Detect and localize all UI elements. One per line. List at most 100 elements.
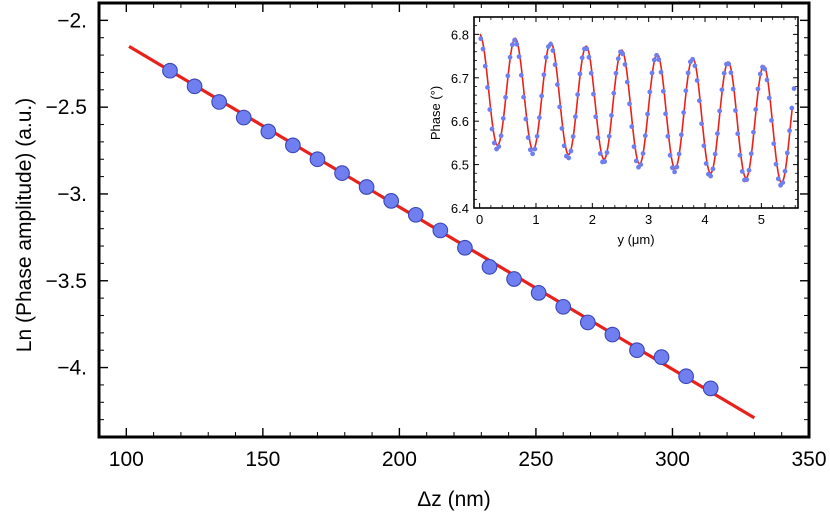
inset-data-point xyxy=(503,94,508,100)
inset-background xyxy=(472,15,800,209)
inset-data-point xyxy=(676,151,682,157)
inset-data-point xyxy=(530,151,536,157)
main-y-tick-label: −3. xyxy=(57,183,87,206)
inset-data-point xyxy=(703,161,709,166)
inset-data-point xyxy=(685,70,691,76)
main-data-point xyxy=(653,349,670,365)
inset-data-point xyxy=(548,41,554,47)
inset-data-point xyxy=(496,144,502,149)
inset-data-point xyxy=(726,61,732,67)
inset-data-point xyxy=(717,108,723,114)
inset-data-point xyxy=(681,110,687,115)
inset-data-point xyxy=(568,148,574,154)
inset-data-point xyxy=(658,69,664,75)
main-data-point xyxy=(481,259,498,275)
inset-data-point xyxy=(611,90,617,96)
inset-data-point xyxy=(482,63,488,69)
inset-data-point xyxy=(491,140,497,146)
inset-data-point xyxy=(591,91,596,97)
inset-data-point xyxy=(557,104,563,110)
inset-x-tick-label: 3 xyxy=(645,212,652,227)
inset-data-point xyxy=(775,176,781,182)
inset-data-point xyxy=(701,143,707,149)
inset-data-point xyxy=(769,117,774,123)
inset-data-point xyxy=(757,71,763,77)
main-data-point xyxy=(629,342,645,359)
inset-data-point xyxy=(536,115,542,121)
inset-data-point xyxy=(606,133,612,139)
inset-data-point xyxy=(573,114,578,120)
inset-data-point xyxy=(719,87,725,93)
main-data-point xyxy=(702,380,719,397)
inset-data-point xyxy=(674,164,680,170)
inset-data-point xyxy=(791,86,797,91)
inset-data-point xyxy=(523,116,529,122)
inset-data-point xyxy=(485,84,490,90)
main-data-point xyxy=(604,326,621,343)
inset-x-tick-label: 1 xyxy=(532,212,539,227)
inset-data-point xyxy=(663,111,668,117)
main-y-tick-label: −3.5 xyxy=(46,270,87,293)
inset-data-point xyxy=(683,88,689,94)
inset-data-point xyxy=(735,131,741,137)
inset-x-tick-label: 5 xyxy=(758,212,765,227)
inset-data-point xyxy=(566,155,572,161)
main-data-point xyxy=(285,137,301,154)
inset-series xyxy=(478,33,797,188)
inset-data-point xyxy=(766,95,772,101)
inset-data-point xyxy=(480,46,486,52)
inset-data-point xyxy=(782,168,788,174)
inset-y-tick-label: 6.8 xyxy=(451,27,469,42)
inset-data-point xyxy=(638,162,644,167)
inset-x-tick-label: 0 xyxy=(476,212,483,227)
main-data-point xyxy=(235,109,252,126)
inset-data-point xyxy=(559,126,565,131)
inset-data-point xyxy=(554,82,560,87)
main-data-point xyxy=(555,298,572,315)
inset-data-point xyxy=(751,129,756,135)
main-data-point xyxy=(407,206,424,223)
inset-data-point xyxy=(721,70,727,76)
inset-data-point xyxy=(570,134,576,139)
inset-y-tick-label: 6.5 xyxy=(451,158,469,173)
main-y-tick-label: −4. xyxy=(57,357,87,380)
main-x-tick-label: 300 xyxy=(655,448,690,471)
main-data-point xyxy=(506,271,522,287)
inset-x-tick-label: 4 xyxy=(701,212,708,227)
inset-data-point xyxy=(631,144,637,150)
main-series xyxy=(128,45,756,420)
main-data-point xyxy=(186,78,203,95)
inset-data-point xyxy=(487,107,493,112)
inset-data-point xyxy=(715,131,720,137)
inset-data-point xyxy=(521,94,526,100)
main-data-point xyxy=(162,62,178,79)
inset-data-point xyxy=(514,41,520,47)
inset-data-point xyxy=(784,150,790,156)
inset-data-point xyxy=(669,165,675,171)
main-data-point xyxy=(211,94,228,110)
inset-data-point xyxy=(656,57,662,62)
inset-data-point xyxy=(539,93,545,99)
main-axis-ticks xyxy=(98,2,810,438)
main-tick-labels: 100 150 200 250 300 350−2.−2.5−3.−3.5−4. xyxy=(46,9,827,471)
inset-data-point xyxy=(534,133,540,139)
inset-data-point xyxy=(773,161,779,167)
main-data-point xyxy=(432,222,449,239)
inset-data-point xyxy=(595,135,601,141)
inset-data-point xyxy=(690,56,696,62)
inset-data-point xyxy=(505,73,511,79)
inset-data-point xyxy=(620,51,626,57)
inset-data-point xyxy=(604,150,610,155)
inset-tick-labels: 0 1 2 3 4 5 6.4 6.5 6.6 6.7 6.8 xyxy=(451,27,765,227)
inset-data-point xyxy=(498,133,504,139)
inset-data-point xyxy=(541,72,547,78)
inset-x-axis-label: y (μm) xyxy=(617,232,654,247)
inset-axis-ticks xyxy=(474,16,798,209)
inset-data-point xyxy=(532,146,538,152)
inset-data-point xyxy=(645,111,650,117)
inset-data-point xyxy=(489,126,495,132)
inset-data-point xyxy=(647,89,653,95)
inset-data-point xyxy=(500,116,506,121)
inset-data-point xyxy=(780,180,786,185)
main-data-point xyxy=(383,193,400,209)
